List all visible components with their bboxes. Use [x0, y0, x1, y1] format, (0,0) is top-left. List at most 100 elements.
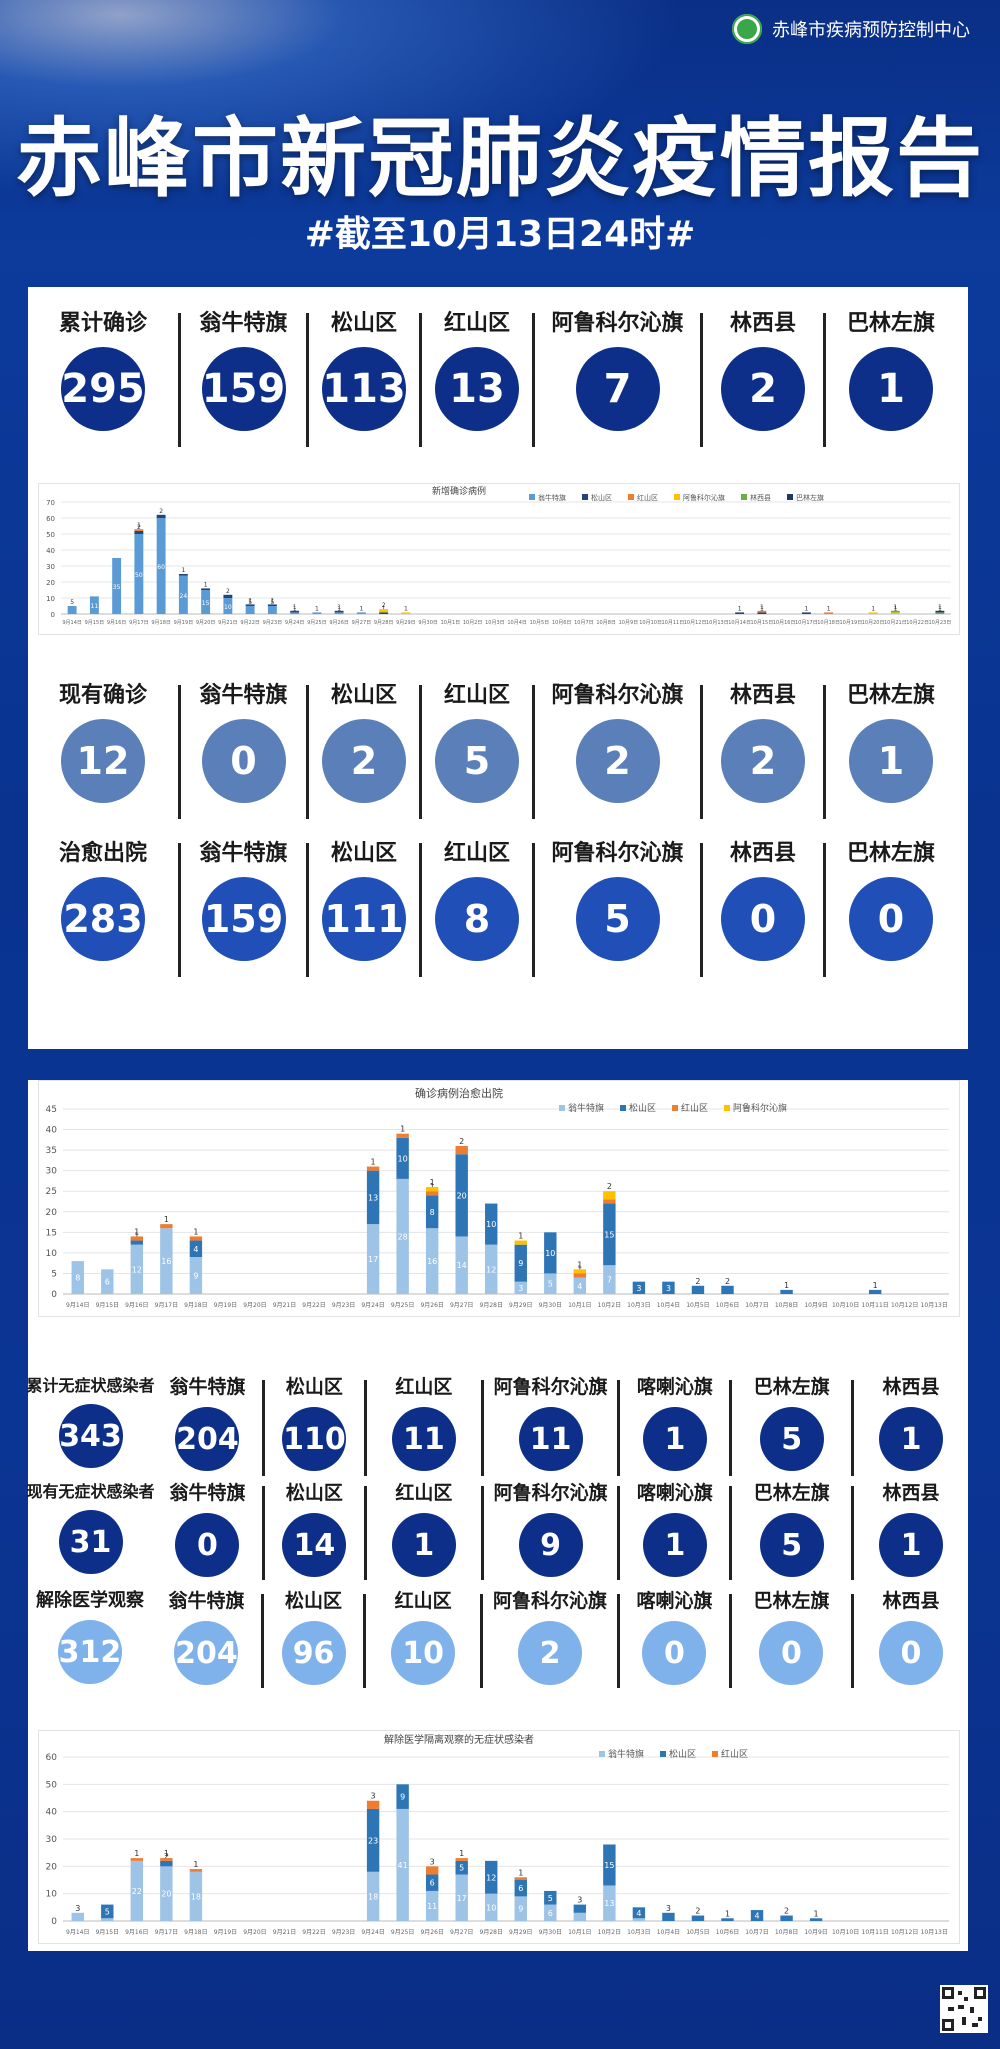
stat-cell: 巴林左旗 0: [826, 835, 956, 985]
bar-segment: [801, 612, 811, 614]
bar-segment: [780, 1915, 793, 1921]
stat-value-badge: 5: [759, 1513, 824, 1577]
bar-segment: [757, 612, 767, 614]
bar-segment: [356, 612, 366, 614]
bar-value-label: 12: [486, 1873, 496, 1882]
stat-value-badge: 204: [175, 1407, 240, 1471]
stat-value-badge: 0: [878, 1621, 943, 1685]
column-divider: [178, 843, 181, 977]
bar-segment: [485, 1244, 498, 1294]
bar-segment: [632, 1918, 646, 1921]
legend-label: 巴林左旗: [796, 493, 824, 502]
bar-value-label: 1: [938, 604, 942, 611]
x-tick-label: 10月12日: [891, 1929, 918, 1936]
x-tick-label: 10月8日: [775, 1302, 798, 1309]
bar-segment: [573, 1912, 587, 1921]
x-tick-label: 10月6日: [552, 620, 572, 626]
bar-segment: [573, 1277, 587, 1294]
header-glow: [0, 0, 1000, 300]
bar-segment: [544, 1904, 557, 1921]
bar-segment: [189, 1871, 203, 1921]
x-tick-label: 10月15日: [751, 620, 774, 626]
bar-segment: [396, 1137, 409, 1179]
stat-value-badge: 343: [58, 1404, 123, 1468]
y-tick-label: 20: [46, 579, 55, 587]
x-tick-label: 9月18日: [151, 620, 171, 626]
bar-segment: [662, 1912, 675, 1921]
bar-segment: [455, 1858, 468, 1861]
bar-value-label: 5: [248, 599, 252, 606]
stat-label: 治愈出院: [58, 841, 147, 866]
column-divider: [616, 1594, 620, 1688]
stat-value-badge: 12: [61, 719, 145, 803]
x-tick-label: 9月18日: [184, 1302, 207, 1309]
bar-value-label: 16: [161, 1257, 171, 1266]
bar-value-label: 5: [548, 1894, 553, 1903]
column-divider: [617, 1380, 621, 1476]
x-tick-label: 9月15日: [96, 1929, 119, 1936]
stat-value-badge: 10: [391, 1621, 456, 1685]
x-tick-label: 10月11日: [662, 620, 685, 626]
column-divider: [261, 1486, 265, 1580]
stat-cell: 翁牛特旗 0: [181, 677, 306, 827]
bar-segment: [223, 598, 233, 614]
x-tick-label: 10月1日: [568, 1929, 591, 1936]
bar-segment: [780, 1289, 793, 1294]
stat-label: 红山区: [443, 841, 510, 866]
x-tick-label: 10月13日: [921, 1302, 948, 1309]
column-divider: [617, 1486, 621, 1580]
stat-cell: 喀喇沁旗 1: [620, 1478, 729, 1588]
asym-cumulative-row: 累计无症状感染者 343 翁牛特旗 204 松山区 110 红山区 11 阿鲁科尔沁旗 11 喀喇沁…: [27, 1372, 968, 1484]
bar-value-label: 20: [457, 1191, 467, 1200]
bar-segment: [691, 1285, 705, 1294]
x-tick-label: 9月14日: [62, 620, 82, 626]
bar-segment: [935, 612, 945, 614]
bar-value-label: 9: [193, 1272, 198, 1281]
bar-segment: [89, 596, 99, 614]
x-tick-label: 9月17日: [155, 1929, 178, 1936]
stat-cell: 巴林左旗 1: [826, 677, 956, 827]
stat-label: 巴林左旗: [846, 311, 935, 336]
x-tick-label: 10月7日: [745, 1302, 768, 1309]
asym-release-chart: 解除医学隔离观察的无症状感染者 0 10 20 30 40 50 60 翁牛特旗 松山区 红山区 3 9…: [38, 1730, 960, 1944]
y-tick-label: 70: [46, 499, 55, 507]
stat-value-badge: 2: [322, 719, 406, 803]
x-tick-label: 9月24日: [285, 620, 305, 626]
x-tick-label: 9月16日: [125, 1929, 148, 1936]
bar-value-label: 1: [459, 1849, 464, 1858]
asym-current-row: 现有无症状感染者 31 翁牛特旗 0 松山区 14 红山区 1 阿鲁科尔沁旗 9 喀喇沁旗 1 巴林左旗…: [27, 1478, 968, 1588]
bar-value-label: 1: [337, 604, 341, 611]
y-tick-label: 0: [51, 1290, 57, 1300]
bar-value-label: 1: [270, 597, 274, 604]
stat-cell: 翁牛特旗 204: [153, 1372, 262, 1484]
bar-segment: [130, 1236, 144, 1241]
bar-segment: [401, 612, 411, 614]
bar-segment: [160, 1860, 173, 1867]
x-tick-label: 10月19日: [840, 620, 863, 626]
bar-value-label: 2: [164, 1852, 169, 1861]
column-divider: [306, 843, 309, 977]
bar-segment: [130, 1858, 144, 1861]
stat-value-badge: 96: [281, 1621, 346, 1685]
stat-cell: 红山区 1: [367, 1478, 481, 1588]
bar-value-label: 2: [607, 1182, 612, 1191]
stat-value-badge: 113: [322, 347, 406, 431]
column-divider: [532, 843, 535, 977]
y-tick-label: 30: [46, 563, 55, 571]
qr-code-icon: [942, 1987, 986, 2031]
legend-label: 松山区: [629, 1102, 656, 1114]
x-tick-label: 9月18日: [184, 1929, 207, 1936]
stat-value-badge: 1: [849, 347, 933, 431]
page-title: 赤峰市新冠肺炎疫情报告: [16, 109, 984, 209]
stat-value-badge: 1: [849, 719, 933, 803]
stat-value-badge: 0: [759, 1621, 824, 1685]
x-tick-label: 9月19日: [214, 1929, 237, 1936]
stat-cell: 翁牛特旗 0: [153, 1478, 262, 1588]
stat-value-badge: 295: [61, 347, 145, 431]
bar-value-label: 3: [75, 1904, 80, 1913]
stat-label: 林西县: [882, 1376, 940, 1398]
stat-cell: 林西县 2: [703, 677, 823, 827]
stat-cell: 松山区 96: [264, 1586, 363, 1696]
x-tick-label: 10月11日: [862, 1302, 889, 1309]
stat-value-badge: 312: [57, 1620, 122, 1684]
